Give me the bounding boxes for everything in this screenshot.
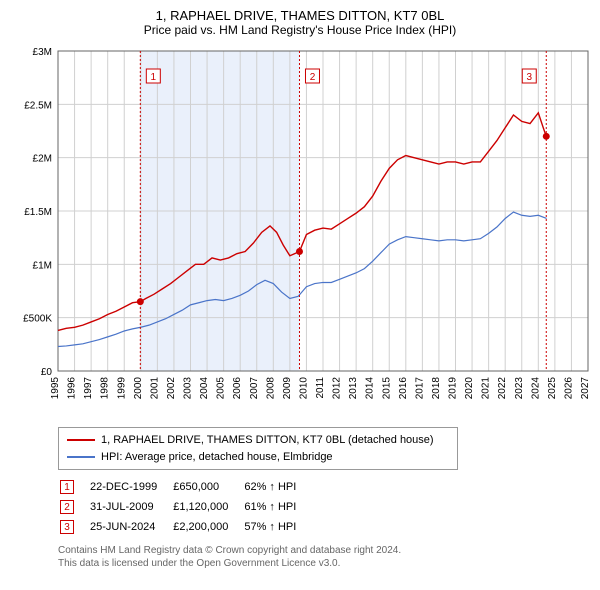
svg-text:£2.5M: £2.5M — [24, 100, 52, 111]
svg-text:1995: 1995 — [50, 377, 61, 400]
chart-plot: £0 £500K £1M £1.5M £2M £2.5M £3M 1995 1996 1997 19… — [8, 41, 592, 421]
svg-text:£2M: £2M — [33, 154, 52, 165]
event-hpi-delta: 62% ↑ HPI — [244, 478, 310, 496]
svg-text:2009: 2009 — [282, 377, 293, 400]
svg-text:£1.5M: £1.5M — [24, 207, 52, 218]
chart-subtitle: Price paid vs. HM Land Registry's House … — [8, 23, 592, 37]
event-date: 22-DEC-1999 — [90, 478, 171, 496]
svg-text:1: 1 — [151, 72, 157, 83]
svg-text:2023: 2023 — [514, 377, 525, 400]
svg-text:1998: 1998 — [100, 377, 111, 400]
event-row: 1 22-DEC-1999£650,00062% ↑ HPI — [60, 478, 310, 496]
legend-label: 1, RAPHAEL DRIVE, THAMES DITTON, KT7 0BL… — [101, 432, 434, 449]
svg-text:2013: 2013 — [348, 377, 359, 400]
chart-container: 1, RAPHAEL DRIVE, THAMES DITTON, KT7 0BL… — [0, 0, 600, 590]
event-price: £2,200,000 — [173, 518, 242, 536]
svg-text:2004: 2004 — [199, 377, 210, 400]
svg-text:2020: 2020 — [464, 377, 475, 400]
svg-text:2010: 2010 — [298, 377, 309, 400]
event-date: 31-JUL-2009 — [90, 498, 171, 516]
event-hpi-delta: 61% ↑ HPI — [244, 498, 310, 516]
legend: 1, RAPHAEL DRIVE, THAMES DITTON, KT7 0BL… — [58, 427, 458, 470]
event-date: 25-JUN-2024 — [90, 518, 171, 536]
svg-text:2: 2 — [310, 72, 316, 83]
svg-text:1997: 1997 — [83, 377, 94, 400]
footer-line2: This data is licensed under the Open Gov… — [58, 558, 340, 569]
event-price: £1,120,000 — [173, 498, 242, 516]
svg-text:2018: 2018 — [431, 377, 442, 400]
event-hpi-delta: 57% ↑ HPI — [244, 518, 310, 536]
svg-text:2012: 2012 — [332, 377, 343, 400]
svg-text:2027: 2027 — [580, 377, 591, 400]
svg-text:£3M: £3M — [33, 47, 52, 58]
event-price: £650,000 — [173, 478, 242, 496]
svg-text:2000: 2000 — [133, 377, 144, 400]
svg-text:2007: 2007 — [249, 377, 260, 400]
svg-text:2019: 2019 — [448, 377, 459, 400]
event-row: 2 31-JUL-2009£1,120,00061% ↑ HPI — [60, 498, 310, 516]
legend-swatch — [67, 439, 95, 441]
legend-label: HPI: Average price, detached house, Elmb… — [101, 449, 333, 466]
footer-note: Contains HM Land Registry data © Crown c… — [58, 544, 592, 570]
svg-text:2003: 2003 — [183, 377, 194, 400]
svg-text:2022: 2022 — [497, 377, 508, 400]
svg-text:2011: 2011 — [315, 377, 326, 399]
event-row: 3 25-JUN-2024£2,200,00057% ↑ HPI — [60, 518, 310, 536]
svg-text:2015: 2015 — [381, 377, 392, 400]
svg-text:3: 3 — [526, 72, 532, 83]
svg-text:2008: 2008 — [265, 377, 276, 400]
svg-text:1996: 1996 — [67, 377, 78, 400]
svg-text:1999: 1999 — [116, 377, 127, 400]
svg-text:2014: 2014 — [365, 377, 376, 400]
svg-text:£1M: £1M — [33, 260, 52, 271]
svg-text:2021: 2021 — [481, 377, 492, 400]
svg-text:2024: 2024 — [530, 377, 541, 400]
svg-text:£0: £0 — [41, 367, 53, 378]
event-badge: 1 — [60, 480, 74, 494]
line-chart-svg: £0 £500K £1M £1.5M £2M £2.5M £3M 1995 1996 1997 19… — [8, 41, 592, 421]
svg-text:2002: 2002 — [166, 377, 177, 400]
events-table: 1 22-DEC-1999£650,00062% ↑ HPI 2 31-JUL-200… — [58, 476, 312, 538]
svg-text:2017: 2017 — [414, 377, 425, 400]
svg-text:£500K: £500K — [23, 314, 52, 325]
chart-title: 1, RAPHAEL DRIVE, THAMES DITTON, KT7 0BL — [8, 8, 592, 23]
legend-item: HPI: Average price, detached house, Elmb… — [67, 449, 449, 466]
footer-line1: Contains HM Land Registry data © Crown c… — [58, 545, 401, 556]
legend-swatch — [67, 456, 95, 458]
svg-text:2006: 2006 — [232, 377, 243, 400]
svg-text:2005: 2005 — [216, 377, 227, 400]
svg-text:2001: 2001 — [149, 377, 160, 400]
legend-item: 1, RAPHAEL DRIVE, THAMES DITTON, KT7 0BL… — [67, 432, 449, 449]
event-badge: 2 — [60, 500, 74, 514]
svg-text:2025: 2025 — [547, 377, 558, 400]
event-badge: 3 — [60, 520, 74, 534]
svg-text:2026: 2026 — [563, 377, 574, 400]
svg-text:2016: 2016 — [398, 377, 409, 400]
